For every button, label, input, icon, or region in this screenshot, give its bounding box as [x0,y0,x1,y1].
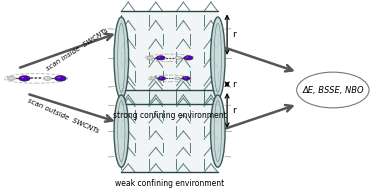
FancyArrowPatch shape [226,48,292,71]
Circle shape [186,57,188,58]
FancyArrowPatch shape [29,94,112,122]
Circle shape [182,77,190,80]
Ellipse shape [210,95,225,167]
Circle shape [19,76,30,81]
Circle shape [158,77,166,80]
Text: strong confining environment: strong confining environment [113,112,226,120]
Circle shape [184,77,186,78]
Circle shape [156,56,165,60]
Circle shape [43,76,51,80]
FancyArrowPatch shape [226,105,292,128]
Circle shape [9,77,12,79]
Text: scan outside  SWCNTs: scan outside SWCNTs [27,97,100,134]
Text: r: r [232,106,236,115]
Circle shape [184,56,193,60]
Text: ΔE, BSSE, NBO: ΔE, BSSE, NBO [302,85,364,94]
FancyArrowPatch shape [20,34,112,68]
Circle shape [21,77,24,78]
Circle shape [175,56,182,59]
Text: r: r [232,30,236,39]
Circle shape [177,57,179,58]
Circle shape [46,77,48,79]
Ellipse shape [114,17,129,99]
Circle shape [175,77,180,80]
Circle shape [147,56,154,59]
Ellipse shape [297,72,369,108]
Text: scan inside  SWCNTs: scan inside SWCNTs [45,28,109,72]
Circle shape [57,77,60,78]
Circle shape [7,76,16,80]
Circle shape [150,77,156,80]
Text: r: r [232,80,236,89]
Bar [121,11,218,104]
Circle shape [158,57,160,58]
Circle shape [160,77,162,78]
Circle shape [149,57,151,58]
Ellipse shape [114,95,129,167]
Circle shape [55,76,66,81]
Text: weak confining environment: weak confining environment [115,179,224,188]
Bar [121,90,218,172]
Ellipse shape [210,17,225,99]
